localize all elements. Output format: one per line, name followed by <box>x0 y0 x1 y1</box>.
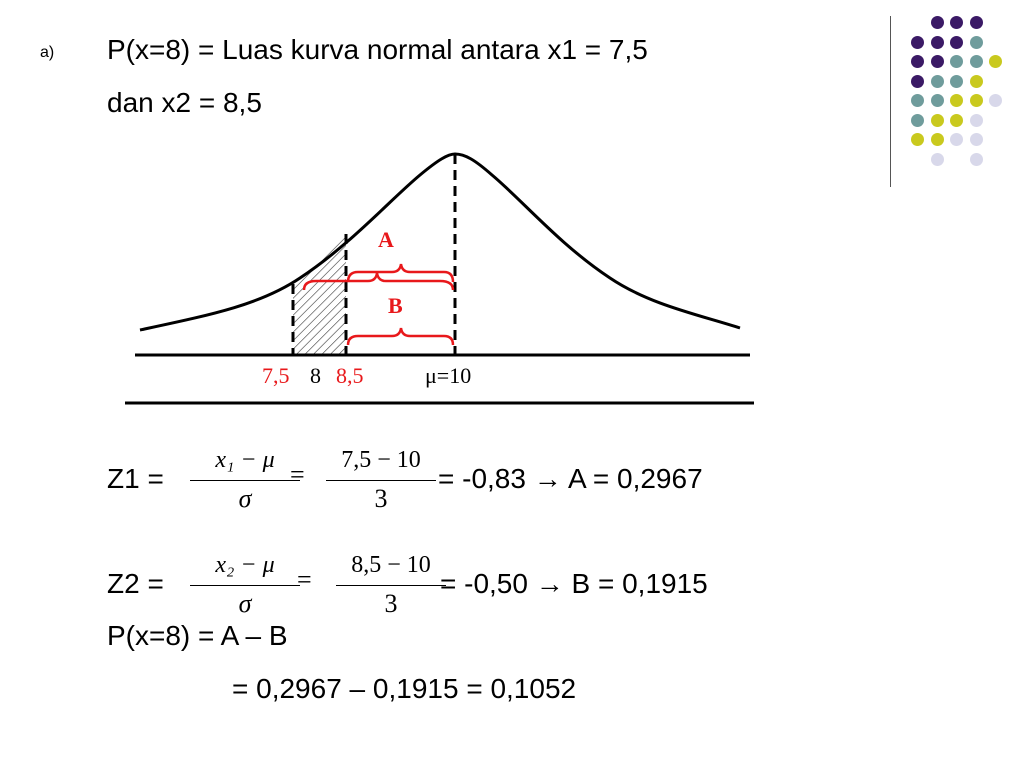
z1-symbolic-fraction: x₁ − μ σ <box>190 446 300 513</box>
problem-statement-line2: dan x2 = 8,5 <box>107 87 262 118</box>
decorative-dot <box>911 113 924 127</box>
decorative-dot <box>969 133 983 146</box>
brace-a <box>346 263 455 283</box>
z2-symbolic-fraction: x₂ − μ σ <box>190 551 300 618</box>
z2-result: = -0,50 → B = 0,1915 <box>440 568 708 599</box>
decorative-dot <box>930 113 944 127</box>
decorative-dot <box>950 55 963 68</box>
brace-a-long <box>302 272 455 291</box>
z2-sym-numerator: x₂ − μ <box>215 552 275 578</box>
decorative-dot <box>969 55 983 68</box>
decorative-dot <box>950 94 963 107</box>
decorative-dot <box>930 94 944 107</box>
decorative-dot <box>911 55 924 68</box>
decorative-dot <box>969 113 983 127</box>
hatched-area <box>293 233 346 355</box>
decorative-dot <box>969 152 983 166</box>
decorative-dot <box>989 55 1002 68</box>
decorative-dot <box>930 133 944 146</box>
tick-label-85: 8,5 <box>336 363 364 388</box>
decorative-dot <box>911 133 924 146</box>
final-result: = 0,2967 – 0,1915 = 0,1052 <box>232 673 577 704</box>
decorative-dot <box>911 74 924 88</box>
decorative-dot <box>989 94 1002 107</box>
tick-label-75: 7,5 <box>262 363 290 388</box>
z1-sym-numerator: x₁ − μ <box>215 447 275 473</box>
z1-sym-denominator: σ <box>238 484 252 513</box>
decorative-dot <box>911 94 924 107</box>
decorative-dot <box>969 94 983 107</box>
z2-val-numerator: 8,5 − 10 <box>351 552 431 578</box>
z1-val-numerator: 7,5 − 10 <box>341 447 421 473</box>
normal-curve-figure: A B 7,5 8 8,5 μ=10 <box>125 152 754 405</box>
normal-curve <box>139 152 741 332</box>
probability-expression: P(x=8) = A – B <box>107 620 288 651</box>
decorative-dot <box>969 16 983 29</box>
z2-label: Z2 = <box>107 568 164 599</box>
decorative-dot <box>930 16 944 29</box>
z1-equals: = <box>290 460 305 489</box>
divider-line <box>890 16 891 187</box>
decorative-dot-grid <box>895 14 1015 174</box>
decorative-dot <box>950 74 963 88</box>
brace-b-visible <box>346 327 455 346</box>
z2-value-fraction: 8,5 − 10 3 <box>336 551 446 618</box>
tick-label-mu: μ=10 <box>425 363 471 388</box>
decorative-dot <box>969 74 983 88</box>
z1-value-fraction: 7,5 − 10 3 <box>326 446 436 513</box>
decorative-dot <box>950 16 963 29</box>
decorative-dot <box>911 35 924 49</box>
problem-statement-line1: P(x=8) = Luas kurva normal antara x1 = 7… <box>107 34 648 65</box>
decorative-dot <box>930 35 944 49</box>
decorative-dot <box>950 35 963 49</box>
tick-label-8: 8 <box>310 363 321 388</box>
z1-val-denominator: 3 <box>374 484 388 513</box>
decorative-dot <box>969 35 983 49</box>
decorative-dot <box>950 113 963 127</box>
decorative-dot <box>930 74 944 88</box>
z2-sym-denominator: σ <box>238 589 252 618</box>
decorative-dot <box>950 133 963 146</box>
z1-result: = -0,83 → A = 0,2967 <box>438 463 703 494</box>
label-a: A <box>378 227 394 252</box>
decorative-dot <box>930 152 944 166</box>
label-b: B <box>388 293 403 318</box>
item-marker: a) <box>40 44 55 61</box>
z1-label: Z1 = <box>107 463 164 494</box>
z2-val-denominator: 3 <box>384 589 398 618</box>
z2-equals: = <box>297 565 312 594</box>
decorative-dot <box>930 55 944 68</box>
